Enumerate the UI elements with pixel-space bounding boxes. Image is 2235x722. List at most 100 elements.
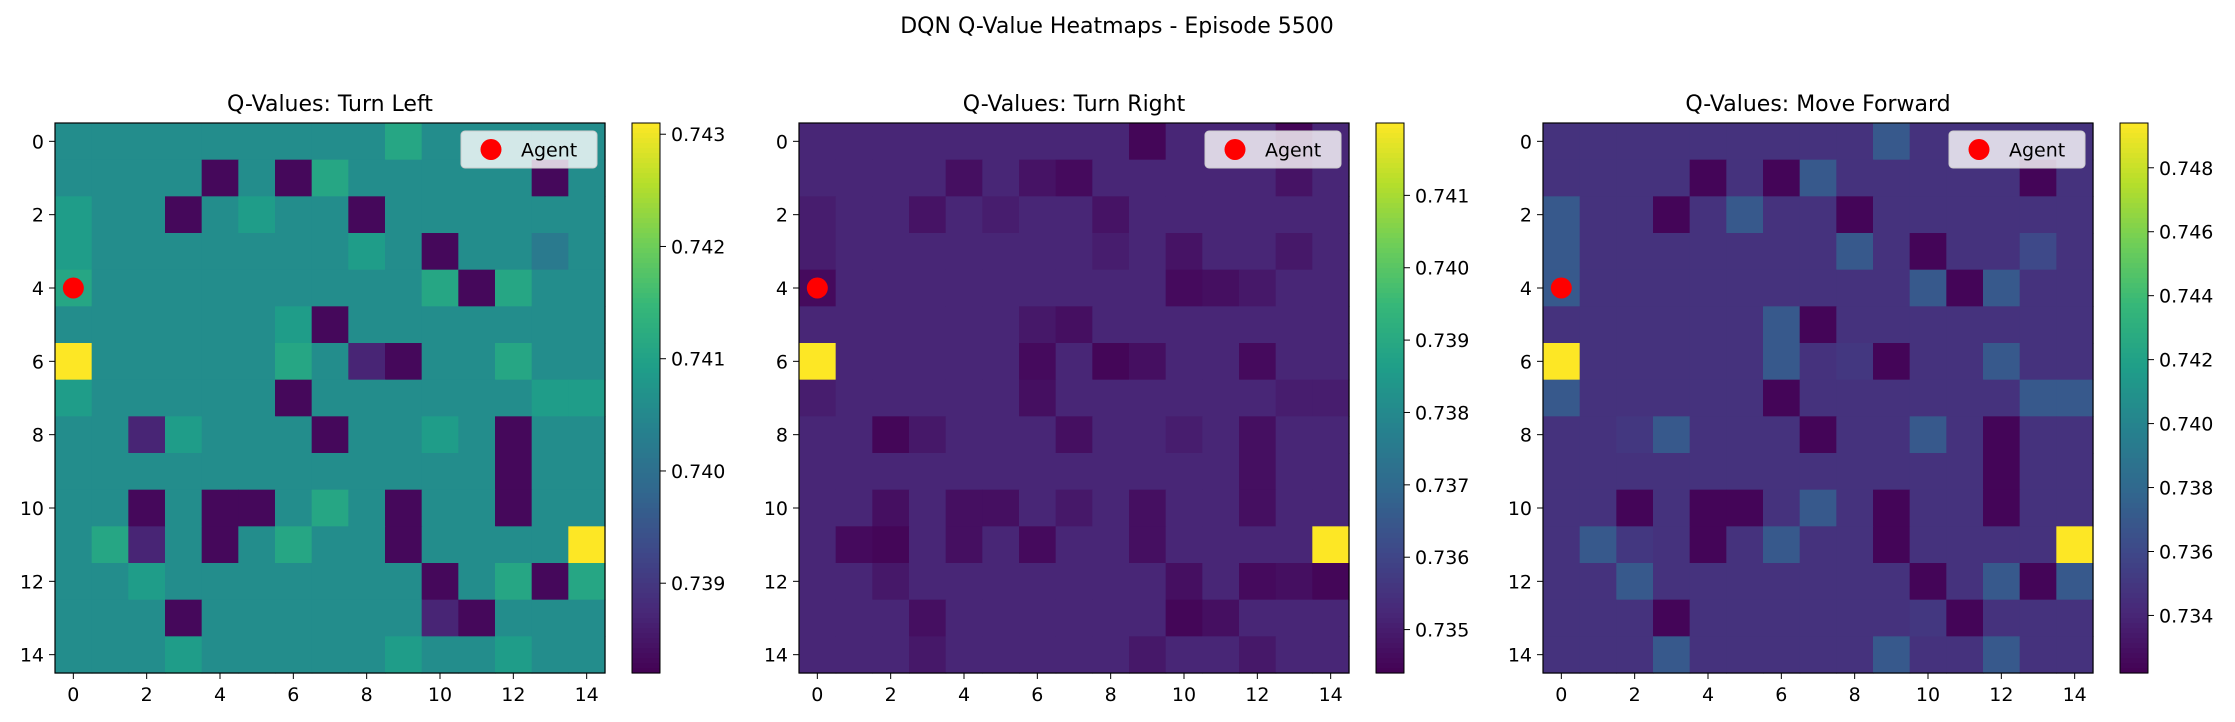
heatmap-cell xyxy=(1092,489,1130,527)
heatmap-cell xyxy=(1946,306,1984,344)
heatmap-cell xyxy=(1055,159,1093,197)
colorbar-segment xyxy=(632,128,660,134)
colorbar-segment xyxy=(2120,233,2148,239)
heatmap-cell xyxy=(1836,416,1874,454)
colorbar-segment xyxy=(632,563,660,569)
colorbar-segment xyxy=(1376,618,1404,624)
colorbar-tick-label: 0.738 xyxy=(2159,478,2213,500)
heatmap-cell xyxy=(1799,416,1837,454)
heatmap-cell xyxy=(201,159,239,197)
colorbar-segment xyxy=(632,158,660,164)
heatmap-cell xyxy=(2056,453,2094,491)
heatmap-cell xyxy=(1616,526,1654,564)
heatmap-cell xyxy=(385,379,423,417)
heatmap-cell xyxy=(1543,636,1581,674)
heatmap-cell xyxy=(1909,563,1947,601)
heatmap-cell xyxy=(799,159,837,197)
colorbar-segment xyxy=(2120,533,2148,539)
y-tick-label: 6 xyxy=(1520,351,1532,373)
heatmap-cell xyxy=(2056,416,2094,454)
y-tick-label: 14 xyxy=(20,645,44,667)
heatmap-cell xyxy=(1092,599,1130,637)
colorbar-segment xyxy=(1376,293,1404,299)
heatmap-cell xyxy=(799,453,837,491)
colorbar-segment xyxy=(1376,598,1404,604)
heatmap-cell xyxy=(1653,159,1691,197)
heatmap-cell xyxy=(1689,489,1727,527)
x-tick-label: 14 xyxy=(2063,684,2087,706)
heatmap-cell xyxy=(531,306,569,344)
legend-label: Agent xyxy=(1265,140,1321,162)
heatmap-cell xyxy=(1653,269,1691,307)
colorbar-tick-label: 0.736 xyxy=(1415,547,1469,569)
heatmap-cell xyxy=(238,453,276,491)
heatmap-cell xyxy=(1055,599,1093,637)
colorbar-segment xyxy=(2120,243,2148,249)
colorbar-segment xyxy=(632,303,660,309)
heatmap-cell xyxy=(945,489,983,527)
heatmap-cell xyxy=(385,599,423,637)
heatmap-cell xyxy=(982,196,1020,234)
heatmap-cell xyxy=(1946,526,1984,564)
colorbar-segment xyxy=(2120,223,2148,229)
heatmap-cell xyxy=(1202,269,1240,307)
heatmap-cell xyxy=(1019,453,1057,491)
heatmap-cell xyxy=(348,159,386,197)
heatmap-cell xyxy=(1129,489,1167,527)
heatmap-cell xyxy=(1312,269,1350,307)
colorbar-segment xyxy=(1376,163,1404,169)
heatmap-cell xyxy=(1129,416,1167,454)
heatmap-cell xyxy=(835,269,873,307)
heatmap-cell xyxy=(1799,343,1837,381)
heatmap-cell xyxy=(1165,123,1203,161)
y-tick-label: 4 xyxy=(1520,278,1532,300)
heatmap-cell xyxy=(238,343,276,381)
x-tick-label: 4 xyxy=(958,684,970,706)
heatmap-cell xyxy=(1799,453,1837,491)
heatmap-cell xyxy=(91,196,129,234)
heatmap-cell xyxy=(1983,563,2021,601)
colorbar-segment xyxy=(632,408,660,414)
colorbar-segment xyxy=(2120,458,2148,464)
heatmap-cell xyxy=(458,233,496,271)
heatmap-cell xyxy=(385,563,423,601)
heatmap-cell xyxy=(165,123,203,161)
heatmap-cell xyxy=(1579,489,1617,527)
heatmap-cell xyxy=(1165,563,1203,601)
heatmap-cell xyxy=(1726,416,1764,454)
legend: Agent xyxy=(1948,130,2086,169)
heatmap-cell xyxy=(1653,233,1691,271)
colorbar-segment xyxy=(632,268,660,274)
heatmap-cell xyxy=(1092,269,1130,307)
heatmap-cell xyxy=(1129,563,1167,601)
agent-marker xyxy=(1550,277,1572,299)
heatmap-cell xyxy=(1129,453,1167,491)
heatmap-cell xyxy=(872,159,910,197)
colorbar-segment xyxy=(2120,343,2148,349)
colorbar-segment xyxy=(632,263,660,269)
heatmap-cell xyxy=(165,416,203,454)
heatmap-cell xyxy=(275,379,313,417)
colorbar-segment xyxy=(632,208,660,214)
heatmap-cell xyxy=(568,233,606,271)
heatmap-cell xyxy=(1543,526,1581,564)
heatmap-cell xyxy=(2019,416,2057,454)
x-tick-label: 8 xyxy=(361,684,373,706)
heatmap-cell xyxy=(2056,233,2094,271)
heatmap-cell xyxy=(1726,159,1764,197)
heatmap-cell xyxy=(275,526,313,564)
heatmap-cell xyxy=(1946,379,1984,417)
heatmap-cell xyxy=(1202,416,1240,454)
heatmap-cell xyxy=(1653,416,1691,454)
heatmap-cell xyxy=(385,416,423,454)
colorbar-segment xyxy=(2120,488,2148,494)
colorbar-segment xyxy=(2120,668,2148,674)
colorbar-segment xyxy=(1376,343,1404,349)
colorbar-segment xyxy=(2120,643,2148,649)
heatmap-cell xyxy=(1873,563,1911,601)
colorbar-segment xyxy=(1376,213,1404,219)
colorbar-segment xyxy=(632,488,660,494)
colorbar-tick-label: 0.741 xyxy=(1415,185,1469,207)
heatmap-cell xyxy=(421,563,459,601)
colorbar-segment xyxy=(632,358,660,364)
